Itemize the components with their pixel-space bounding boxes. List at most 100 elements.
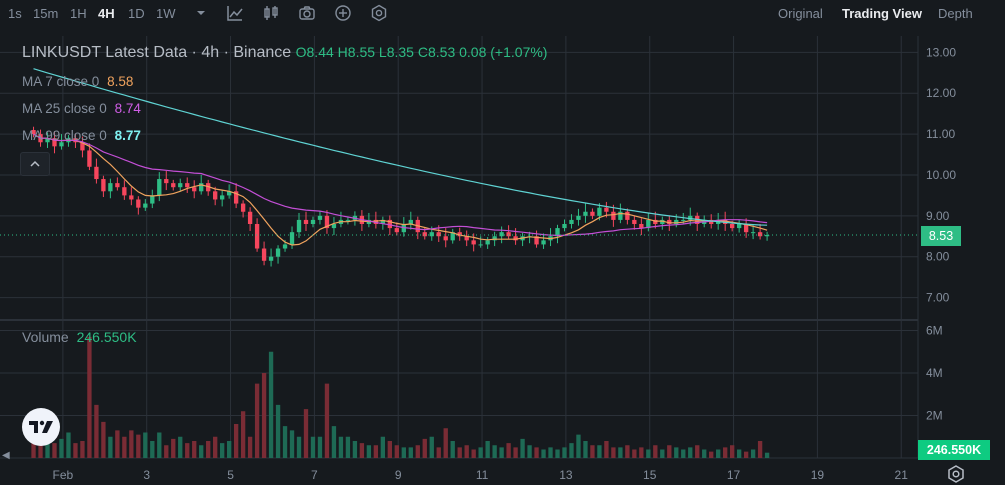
candle-body <box>317 215 323 220</box>
volume-bar <box>157 432 162 458</box>
volume-bar <box>764 452 770 458</box>
volume-bar <box>192 441 197 458</box>
candle-body <box>618 211 623 220</box>
candle-body <box>387 219 393 229</box>
volume-bar <box>171 438 176 458</box>
volume-bar <box>359 443 365 458</box>
candle-body <box>499 232 504 237</box>
volume-bar <box>45 441 50 458</box>
scroll-left-icon[interactable]: ◀ <box>2 450 10 461</box>
timeframe-1w[interactable]: 1W <box>156 6 176 21</box>
view-trading-view[interactable]: Trading View <box>842 6 922 21</box>
volume-bar <box>716 449 721 458</box>
candle-body <box>443 236 448 241</box>
candle-body <box>296 219 302 233</box>
ma25-label: MA 25 close 0 <box>22 101 107 116</box>
price-axis-label: 7.00 <box>926 291 950 305</box>
chart-settings-icon[interactable] <box>946 464 966 484</box>
candle-body <box>240 203 246 212</box>
time-axis-label: 7 <box>311 468 318 482</box>
low-label: L <box>378 44 387 60</box>
volume-bar <box>136 434 141 458</box>
volume-bar <box>87 336 92 458</box>
chart-title: LINKUSDT Latest Data · 4h · Binance <box>22 44 292 61</box>
candle-body <box>164 179 169 184</box>
volume-bar <box>562 447 567 458</box>
candle-body <box>506 232 511 237</box>
candle-body <box>674 219 679 224</box>
candle-body <box>394 228 399 233</box>
candle-body <box>101 179 106 192</box>
volume-bar <box>569 443 574 458</box>
candle-body <box>289 232 295 245</box>
candle-type-icon[interactable] <box>262 4 280 22</box>
volume-bar <box>261 373 267 458</box>
candle-body <box>422 232 427 237</box>
candle-body <box>604 207 609 212</box>
close-label: C <box>417 44 428 60</box>
volume-bar <box>394 445 399 458</box>
volume-bar <box>94 404 99 458</box>
timeframe-1s[interactable]: 1s <box>8 6 22 21</box>
volume-bar <box>254 383 260 458</box>
volume-bar <box>429 436 434 458</box>
timeframe-1h[interactable]: 1H <box>70 6 87 21</box>
volume-legend: Volume 246.550K <box>22 329 137 345</box>
candle-body <box>555 228 560 237</box>
volume-bar <box>695 445 700 458</box>
timeframe-4h[interactable]: 4H <box>98 6 115 21</box>
candle-body <box>171 183 176 188</box>
view-depth[interactable]: Depth <box>938 6 973 21</box>
candle-body <box>688 215 693 220</box>
tradingview-logo[interactable] <box>22 408 60 446</box>
volume-bar <box>108 436 113 458</box>
chart-legend: LINKUSDT Latest Data · 4h · Binance O8.4… <box>22 44 547 62</box>
time-axis-label: 19 <box>811 468 825 482</box>
volume-bar <box>38 445 43 458</box>
candle-body <box>233 191 239 204</box>
timeframe-15m[interactable]: 15m <box>33 6 59 21</box>
volume-axis-label: 2M <box>926 409 943 423</box>
volume-bar <box>219 443 225 458</box>
open-label: O <box>295 44 307 60</box>
high-value: 8.55 <box>347 44 376 60</box>
volume-bar <box>101 421 106 458</box>
volume-bar <box>590 445 595 458</box>
collapse-legend-button[interactable] <box>20 152 50 176</box>
volume-bar <box>129 430 134 458</box>
volume-bar <box>178 436 183 458</box>
price-axis-label: 9.00 <box>926 209 950 223</box>
toolbar: 1s 15m 1H 4H 1D 1W Original Trading View… <box>0 0 1005 28</box>
volume-bar <box>122 436 127 458</box>
volume-bar <box>331 426 337 458</box>
add-icon[interactable] <box>334 4 352 22</box>
camera-icon[interactable] <box>298 4 316 22</box>
candle-body <box>464 236 469 241</box>
candle-body <box>709 219 714 224</box>
volume-bar <box>653 445 658 458</box>
timeframe-1d[interactable]: 1D <box>128 6 145 21</box>
ma7-line <box>33 133 768 246</box>
view-original[interactable]: Original <box>778 6 823 21</box>
volume-label: Volume <box>22 329 69 345</box>
candle-body <box>345 219 351 221</box>
settings-icon[interactable] <box>370 4 388 22</box>
volume-bar <box>457 447 462 458</box>
time-axis-label: 5 <box>227 468 234 482</box>
time-axis-label: 15 <box>643 468 657 482</box>
volume-bar <box>702 449 707 458</box>
indicators-icon[interactable] <box>226 4 244 22</box>
volume-bar <box>632 449 637 458</box>
time-axis-label: 21 <box>895 468 909 482</box>
volume-bar <box>199 445 204 458</box>
chevron-down-icon[interactable] <box>192 4 210 22</box>
time-axis-label: 3 <box>143 468 150 482</box>
volume-bar <box>513 447 518 458</box>
candle-body <box>625 211 630 220</box>
candle-body <box>729 224 735 229</box>
price-axis-label: 12.00 <box>926 86 956 100</box>
candle-body <box>219 195 225 200</box>
volume-bar <box>310 436 316 458</box>
volume-bar <box>401 447 406 458</box>
